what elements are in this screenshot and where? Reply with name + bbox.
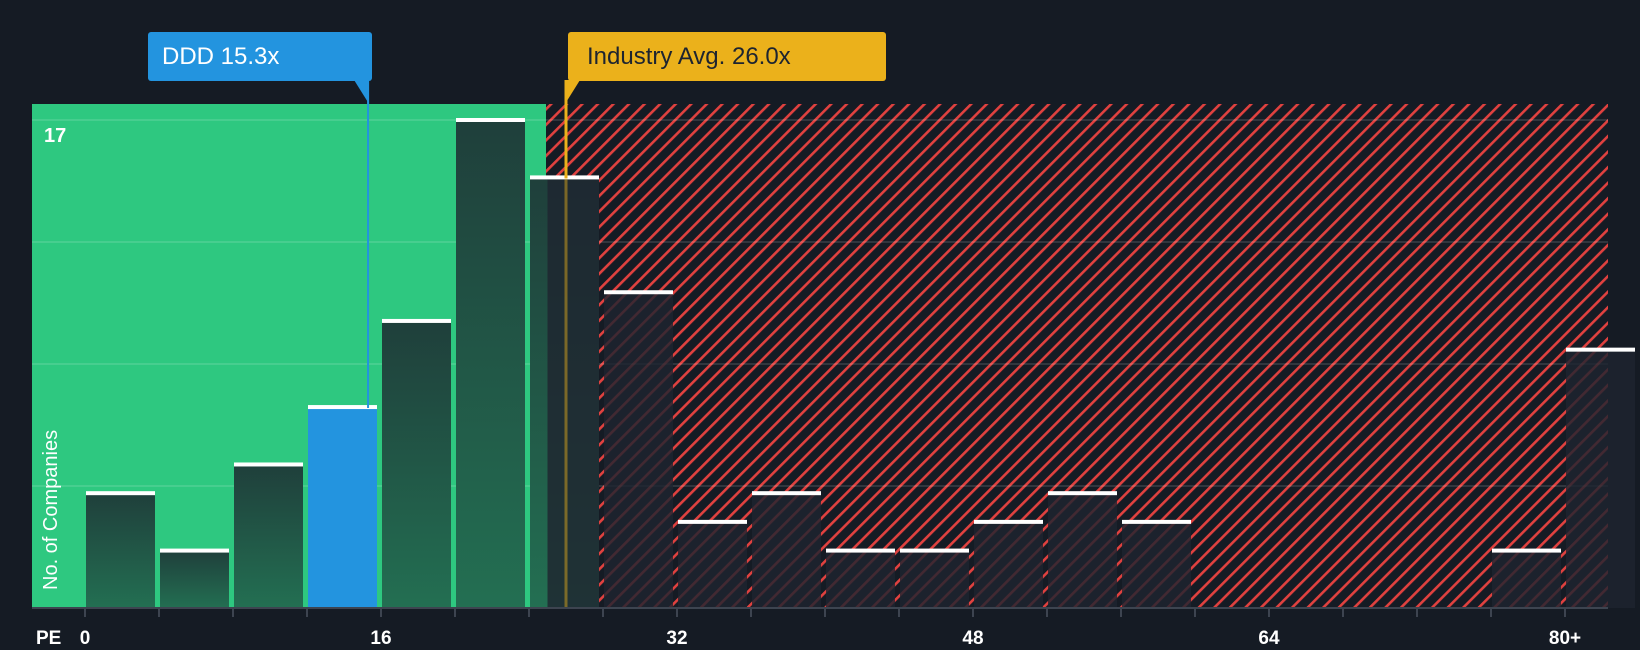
value-markers <box>354 80 580 608</box>
x-tick-label: 48 <box>962 628 984 649</box>
bar-top-cap <box>1566 347 1635 352</box>
histogram-bar <box>382 318 451 608</box>
y-max-label: 17 <box>44 125 67 147</box>
x-tick-label: 0 <box>79 628 91 649</box>
y-axis-title: No. of Companies <box>40 429 62 590</box>
industry-avg-callout: Industry Avg. 26.0x <box>568 32 886 81</box>
histogram-bar <box>900 548 969 608</box>
company-pe-pointer <box>354 80 370 104</box>
x-tick-label: 32 <box>666 628 688 649</box>
bar-top-cap <box>1048 491 1117 496</box>
x-axis-prefix: PE <box>36 628 62 649</box>
histogram-bar <box>308 405 377 608</box>
bar-top-cap <box>234 462 303 467</box>
bar-top-cap <box>604 290 673 295</box>
company-pe-callout: DDD 15.3x <box>148 32 372 81</box>
bar-top-cap <box>752 491 821 496</box>
bar-top-cap <box>678 519 747 524</box>
bar-top-cap <box>382 318 451 323</box>
bar-top-cap <box>160 548 229 553</box>
histogram-bar <box>234 462 303 608</box>
bar-top-cap <box>974 519 1043 524</box>
x-axis-ticks <box>84 608 1566 617</box>
histogram-bar <box>604 290 673 608</box>
bar-top-cap <box>900 548 969 553</box>
bar-top-cap <box>826 548 895 553</box>
bar-top-cap <box>456 118 525 122</box>
bar-top-cap <box>86 491 155 496</box>
histogram-bar <box>974 519 1043 608</box>
bar-top-cap <box>308 405 377 410</box>
histogram-bar <box>160 548 229 608</box>
x-tick-label: 80+ <box>1548 628 1582 649</box>
histogram-bar <box>1566 347 1635 608</box>
histogram-bar <box>86 491 155 608</box>
histogram-bar <box>752 491 821 608</box>
histogram-bar <box>1122 519 1191 608</box>
x-tick-label: 16 <box>370 628 392 649</box>
industry-avg-pointer <box>565 80 580 104</box>
histogram-bar <box>530 175 599 609</box>
histogram-bar <box>456 118 525 608</box>
bar-top-cap <box>1492 548 1561 553</box>
histogram-bar <box>1048 491 1117 608</box>
histogram-bars <box>86 118 1635 609</box>
histogram-bar <box>826 548 895 608</box>
bar-top-cap <box>1122 519 1191 524</box>
x-tick-label: 64 <box>1258 628 1280 649</box>
histogram-bar <box>1492 548 1561 608</box>
histogram-bar <box>678 519 747 608</box>
